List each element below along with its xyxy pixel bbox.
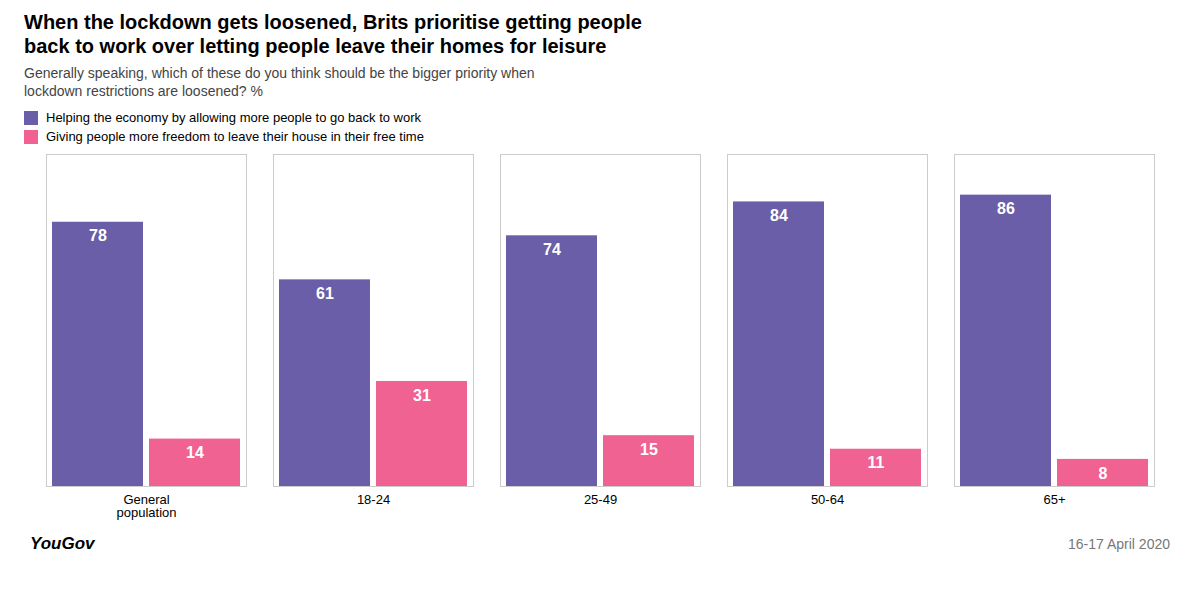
svg-text:25-49: 25-49 bbox=[584, 492, 617, 507]
html-text:Generally speaking, which of t: Generally speaking, which of these do yo… bbox=[24, 65, 535, 100]
svg-text:84: 84 bbox=[770, 207, 788, 224]
svg-text:78: 78 bbox=[89, 228, 107, 245]
svg-text:Generalpopulation: Generalpopulation bbox=[117, 492, 177, 520]
svg-text:11: 11 bbox=[868, 455, 885, 472]
svg-text:65+: 65+ bbox=[1043, 492, 1065, 507]
svg-text:31: 31 bbox=[413, 387, 431, 404]
html-text:YouGov: YouGov bbox=[30, 534, 95, 554]
html-text:Helping the economy by allowin: Helping the economy by allowing more peo… bbox=[46, 110, 421, 126]
html-text:Giving people more freedom to: Giving people more freedom to leave thei… bbox=[46, 129, 424, 145]
svg-text:15: 15 bbox=[640, 441, 658, 458]
html-text:When the lockdown gets loosene: When the lockdown gets loosened, Brits p… bbox=[24, 11, 642, 57]
svg-text:61: 61 bbox=[316, 285, 334, 302]
svg-text:50-64: 50-64 bbox=[811, 492, 844, 507]
svg-text:8: 8 bbox=[1099, 465, 1108, 482]
svg-text:18-24: 18-24 bbox=[357, 492, 390, 507]
html-text:16-17 April 2020: 16-17 April 2020 bbox=[1068, 536, 1170, 553]
svg-text:14: 14 bbox=[186, 445, 204, 462]
svg-text:74: 74 bbox=[543, 241, 561, 258]
svg-text:86: 86 bbox=[997, 201, 1015, 218]
